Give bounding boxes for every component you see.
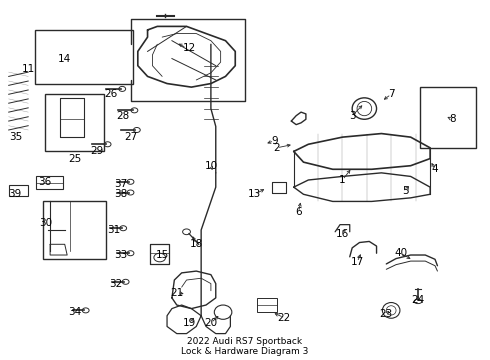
Text: 38: 38 <box>114 189 127 199</box>
Text: 21: 21 <box>170 288 183 297</box>
Text: 10: 10 <box>204 161 218 171</box>
Text: 35: 35 <box>9 132 23 142</box>
Text: 2022 Audi RS7 Sportback
Lock & Hardware Diagram 3: 2022 Audi RS7 Sportback Lock & Hardware … <box>181 337 309 356</box>
Text: 36: 36 <box>39 177 52 187</box>
Bar <box>9 185 28 196</box>
Bar <box>43 202 106 258</box>
Text: 26: 26 <box>104 89 118 99</box>
Text: 5: 5 <box>402 186 409 196</box>
Text: 6: 6 <box>295 207 302 217</box>
Text: 19: 19 <box>182 318 196 328</box>
Text: 4: 4 <box>432 164 439 174</box>
Text: 31: 31 <box>107 225 120 235</box>
Text: 1: 1 <box>339 175 346 185</box>
Bar <box>45 94 104 152</box>
Text: 20: 20 <box>204 318 218 328</box>
Text: 9: 9 <box>271 136 277 146</box>
Text: 24: 24 <box>411 295 425 305</box>
Text: 25: 25 <box>68 154 81 163</box>
Bar <box>420 87 476 148</box>
Text: 34: 34 <box>68 307 81 317</box>
Text: 30: 30 <box>39 218 52 228</box>
Text: 39: 39 <box>8 189 22 199</box>
Text: 11: 11 <box>22 64 35 74</box>
Bar <box>257 298 277 312</box>
Text: 32: 32 <box>109 279 122 289</box>
Text: 23: 23 <box>380 309 393 319</box>
Text: 29: 29 <box>90 147 103 157</box>
Text: 16: 16 <box>336 229 349 239</box>
Text: 18: 18 <box>190 239 203 249</box>
Text: 2: 2 <box>273 143 280 153</box>
Text: 15: 15 <box>155 250 169 260</box>
Text: 33: 33 <box>114 250 127 260</box>
Text: 27: 27 <box>124 132 137 142</box>
Text: 14: 14 <box>58 54 72 64</box>
Text: 12: 12 <box>182 43 196 53</box>
Text: 8: 8 <box>449 114 455 124</box>
Bar <box>35 30 133 84</box>
Text: 40: 40 <box>394 248 408 258</box>
Text: 7: 7 <box>388 89 394 99</box>
Text: 28: 28 <box>117 111 130 121</box>
Text: 22: 22 <box>277 312 291 323</box>
Text: 17: 17 <box>350 257 364 267</box>
Text: 3: 3 <box>349 111 356 121</box>
Bar <box>36 176 63 189</box>
Text: 37: 37 <box>114 179 127 189</box>
Text: 13: 13 <box>248 189 261 199</box>
